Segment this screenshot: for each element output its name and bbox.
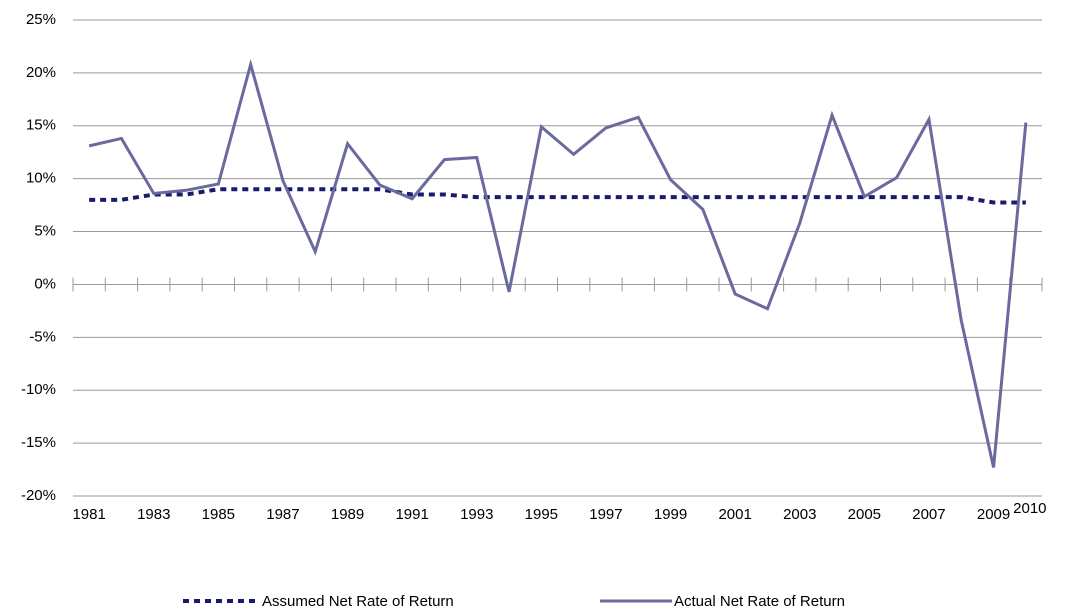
y-tick-label: 10% [26, 170, 56, 187]
y-tick-label: -15% [21, 434, 56, 451]
x-tick-label: 1997 [589, 506, 622, 523]
legend-label: Actual Net Rate of Return [674, 593, 845, 610]
x-tick-label: 2001 [718, 506, 751, 523]
y-tick-label: 20% [26, 64, 56, 81]
x-tick-label: 1989 [331, 506, 364, 523]
legend-label: Assumed Net Rate of Return [262, 593, 454, 610]
y-tick-label: -20% [21, 487, 56, 504]
y-tick-label: 15% [26, 117, 56, 134]
x-tick-label: 2009 [977, 506, 1010, 523]
x-tick-label: 1985 [202, 506, 235, 523]
y-tick-label: 5% [34, 223, 56, 240]
y-tick-label: -10% [21, 381, 56, 398]
x-tick-label: 2005 [848, 506, 881, 523]
x-tick-label: 2010 [1013, 500, 1046, 517]
x-tick-label: 2003 [783, 506, 816, 523]
x-tick-label: 1995 [525, 506, 558, 523]
x-tick-label: 1993 [460, 506, 493, 523]
x-tick-label: 2007 [912, 506, 945, 523]
x-tick-label: 1999 [654, 506, 687, 523]
y-tick-label: 25% [26, 11, 56, 28]
x-tick-label: 1983 [137, 506, 170, 523]
x-tick-label: 1987 [266, 506, 299, 523]
y-tick-label: 0% [34, 275, 56, 292]
series-line [89, 187, 1026, 205]
y-tick-label: -5% [29, 328, 56, 345]
series-line [88, 58, 1028, 468]
x-tick-label: 1991 [395, 506, 428, 523]
x-tick-label: 1981 [72, 506, 105, 523]
